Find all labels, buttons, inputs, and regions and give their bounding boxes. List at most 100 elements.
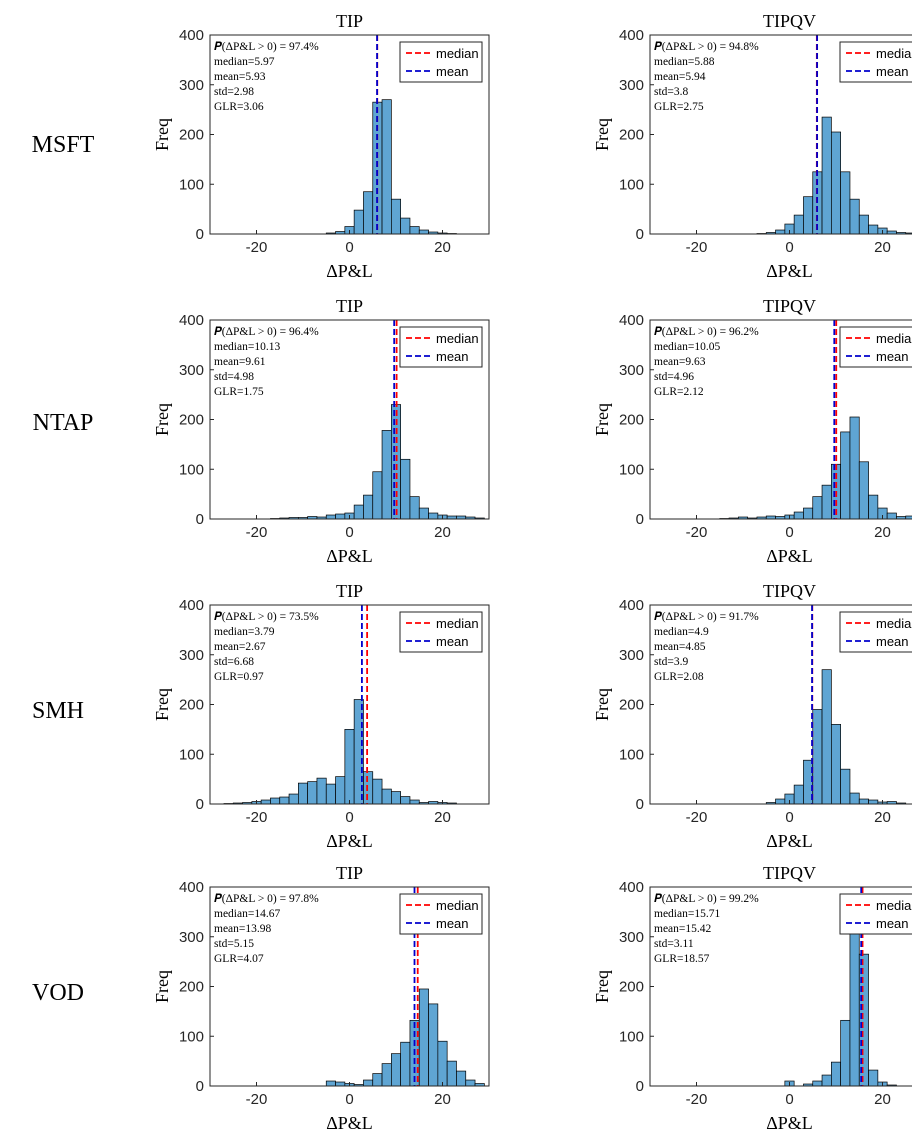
legend-box	[399, 326, 483, 368]
panel-title: TIPQV	[763, 296, 816, 316]
legend: median mean	[399, 611, 483, 653]
stats-line: 𝑷(ΔP&L > 0) = 99.2%	[654, 893, 759, 905]
y-tick-label: 400	[179, 27, 204, 44]
x-axis-label: ΔP&L	[766, 546, 813, 566]
y-axis-label: Freq	[592, 688, 612, 721]
row-labels: MSFT NTAP SMH VOD	[32, 132, 95, 1006]
x-tick-label: -20	[246, 1091, 268, 1108]
histogram-bar	[381, 430, 392, 520]
histogram-bar	[456, 1070, 467, 1087]
histogram-bar	[830, 1061, 841, 1087]
stats-line: mean=5.93	[214, 71, 266, 83]
stats-line: median=3.79	[214, 626, 275, 638]
stats-line: std=3.9	[654, 656, 689, 668]
legend-mean-label: mean	[436, 634, 469, 649]
panel-title: TIP	[336, 863, 363, 883]
histogram-bar	[840, 171, 851, 235]
histogram-bar	[279, 796, 290, 805]
y-axis-label: Freq	[152, 118, 172, 151]
x-tick-label: 0	[785, 239, 793, 256]
histogram-panel-ntap-tipqv: 0 100 200 300 400 -20 0 20 TIPQV ΔP&L Freq 𝑷(ΔP&L >…	[592, 296, 912, 566]
x-axis-label: ΔP&L	[766, 831, 813, 851]
legend: median mean	[839, 893, 912, 935]
histogram-bar	[325, 514, 336, 520]
histogram-bar	[391, 1053, 402, 1087]
x-tick-label: 20	[434, 1091, 451, 1108]
histogram-bar	[381, 99, 392, 235]
histogram-bar	[372, 1073, 383, 1087]
stats-line: GLR=2.08	[654, 671, 704, 683]
histogram-bar	[409, 799, 420, 805]
x-tick-label: -20	[246, 239, 268, 256]
legend-median-label: median	[876, 46, 912, 61]
stats-line: median=5.97	[214, 56, 275, 68]
row-label-msft: MSFT	[32, 132, 95, 158]
x-tick-label: 0	[345, 1091, 353, 1108]
legend-median-label: median	[876, 331, 912, 346]
stats-line: std=3.11	[654, 938, 694, 950]
x-tick-label: 20	[874, 239, 891, 256]
stats-line: mean=4.85	[654, 641, 706, 653]
histogram-bar	[363, 494, 374, 520]
histogram-bar	[821, 484, 832, 520]
y-tick-label: 0	[636, 511, 644, 528]
x-tick-label: -20	[686, 1091, 708, 1108]
histogram-bar	[325, 783, 336, 805]
stats-line: mean=2.67	[214, 641, 266, 653]
histogram-bar	[775, 229, 786, 235]
y-tick-label: 300	[619, 77, 644, 94]
y-axis-label: Freq	[152, 403, 172, 436]
histogram-bar	[812, 1080, 823, 1087]
legend-mean-label: mean	[436, 349, 469, 364]
x-tick-label: 0	[345, 809, 353, 826]
legend-median-label: median	[436, 616, 479, 631]
histogram-bar	[372, 778, 383, 805]
y-tick-label: 400	[619, 312, 644, 329]
stats-line: std=4.96	[654, 371, 694, 383]
y-tick-label: 200	[619, 127, 644, 144]
stats-line: GLR=4.07	[214, 953, 264, 965]
x-tick-label: -20	[686, 809, 708, 826]
stats-line: median=4.9	[654, 626, 709, 638]
y-axis-label: Freq	[152, 970, 172, 1003]
histogram-bar	[465, 1079, 476, 1087]
legend-median-label: median	[876, 898, 912, 913]
histogram-bar	[391, 198, 402, 235]
histogram-bar	[886, 512, 897, 520]
legend-mean-label: mean	[436, 64, 469, 79]
y-tick-label: 300	[179, 362, 204, 379]
histogram-bar	[400, 217, 411, 235]
y-tick-label: 300	[179, 929, 204, 946]
y-tick-label: 100	[179, 1028, 204, 1045]
x-axis-label: ΔP&L	[326, 831, 373, 851]
histogram-bar	[858, 214, 869, 235]
stats-line: 𝑷(ΔP&L > 0) = 94.8%	[654, 41, 759, 53]
stats-line: 𝑷(ΔP&L > 0) = 73.5%	[214, 611, 319, 623]
stats-line: mean=13.98	[214, 923, 272, 935]
stats-line: 𝑷(ΔP&L > 0) = 91.7%	[654, 611, 759, 623]
histogram-bar	[363, 191, 374, 235]
histogram-bar	[428, 512, 439, 520]
histogram-bar	[821, 1074, 832, 1087]
histogram-bar	[418, 229, 429, 235]
histogram-bar	[391, 791, 402, 805]
stats-line: median=14.67	[214, 908, 280, 920]
histogram-panel-msft-tip: 0 100 200 300 400 -20 0 20 TIP ΔP&L Freq 𝑷(ΔP&L > 0…	[152, 11, 490, 281]
y-tick-label: 0	[636, 226, 644, 243]
y-tick-label: 400	[619, 879, 644, 896]
panel-title: TIPQV	[763, 863, 816, 883]
stats-line: 𝑷(ΔP&L > 0) = 96.4%	[214, 326, 319, 338]
y-tick-label: 100	[619, 1028, 644, 1045]
stats-line: median=10.05	[654, 341, 720, 353]
x-tick-label: 20	[874, 809, 891, 826]
legend: median mean	[399, 41, 483, 83]
y-tick-label: 0	[196, 226, 204, 243]
histogram-panel-vod-tip: 0 100 200 300 400 -20 0 20 TIP ΔP&L Freq 𝑷(ΔP&L > 0…	[152, 863, 490, 1133]
y-axis-label: Freq	[152, 688, 172, 721]
histogram-bar	[400, 1041, 411, 1087]
histogram-bar	[428, 1003, 439, 1087]
stats-line: std=2.98	[214, 86, 254, 98]
histogram-bar	[418, 988, 429, 1087]
histogram-bar	[849, 416, 860, 520]
